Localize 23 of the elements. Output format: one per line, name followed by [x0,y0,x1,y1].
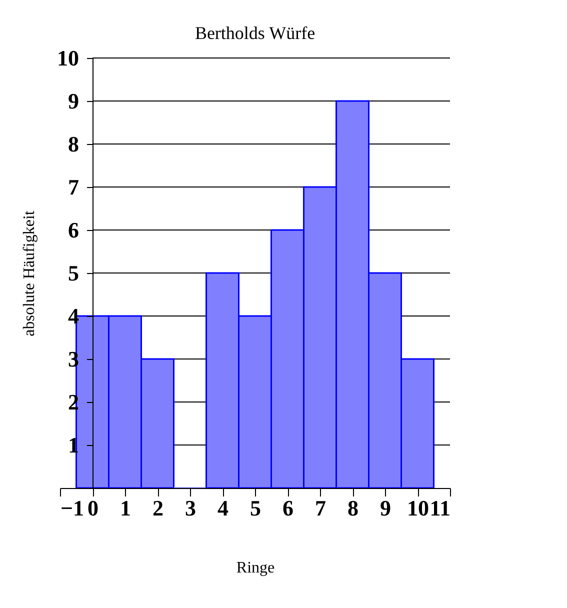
y-tick-label: 4 [68,304,79,328]
x-tick-label: 7 [315,496,326,520]
y-axis-title: absolute Häufigkeit [21,210,38,336]
x-axis-title: Ringe [236,560,275,576]
x-tick-label: 0 [88,496,98,520]
y-tick-label: 9 [68,88,79,114]
y-tick-label: 5 [68,260,79,286]
x-tick-label: 11 [430,496,450,520]
x-tick-label: 10 [407,496,429,520]
y-tick-label: 8 [68,132,79,156]
x-tick-label: 3 [185,496,196,520]
x-tick-label: 9 [380,496,391,520]
x-tick-label: 8 [348,496,358,520]
x-tick-label: 5 [250,496,261,520]
x-tick-label: 6 [282,496,294,520]
x-tick-label: 2 [152,496,164,520]
y-tick-label: 7 [68,174,79,200]
y-tick-label: 6 [68,218,79,242]
x-tick-label: 1 [120,496,131,520]
x-tick-label: 4 [218,496,228,520]
y-tick-label: 10 [57,46,79,70]
x-tick-label: −1 [60,496,84,520]
chart-title: Bertholds Würfe [194,23,316,43]
